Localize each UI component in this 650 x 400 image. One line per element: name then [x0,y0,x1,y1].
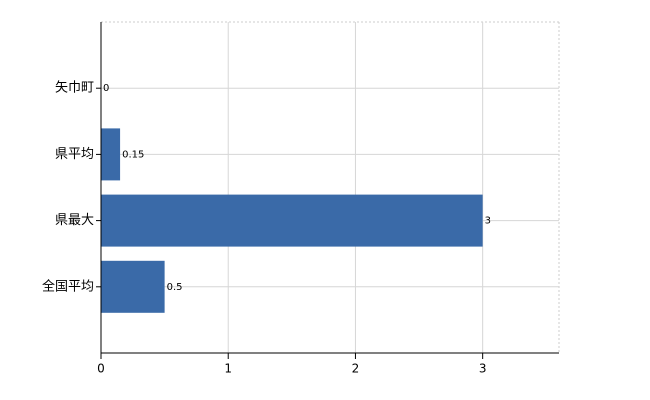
x-tick-label: 2 [352,362,360,376]
x-tick-label: 1 [224,362,232,376]
x-tick-label: 3 [479,362,487,376]
value-label: 3 [485,216,491,227]
y-tick-label: 県最大 [55,213,94,228]
y-tick-label: 全国平均 [42,278,94,294]
y-tick-label: 矢巾町 [55,81,94,96]
bar [101,128,121,181]
value-label: 0.15 [122,149,144,160]
x-tick-label: 0 [97,362,105,376]
bar [101,194,483,247]
y-tick-label: 県平均 [55,147,94,162]
value-label: 0.5 [167,282,183,293]
bar [101,260,165,313]
value-label: 0 [103,83,109,94]
